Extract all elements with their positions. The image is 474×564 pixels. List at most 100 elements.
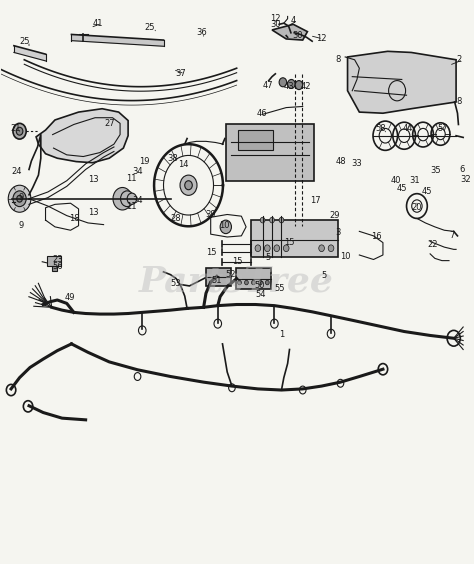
Text: 42: 42 xyxy=(301,82,311,91)
Text: 8: 8 xyxy=(336,55,341,64)
Circle shape xyxy=(328,245,334,252)
Text: 25: 25 xyxy=(19,37,30,46)
Text: 34: 34 xyxy=(132,167,143,175)
Text: 28: 28 xyxy=(171,214,181,223)
Text: 20: 20 xyxy=(411,203,422,212)
Text: 8: 8 xyxy=(456,98,462,107)
Text: 12: 12 xyxy=(316,34,327,43)
Text: 5: 5 xyxy=(265,253,270,262)
Circle shape xyxy=(127,193,137,204)
Polygon shape xyxy=(347,51,456,113)
Text: 57: 57 xyxy=(437,124,448,133)
Text: 36: 36 xyxy=(197,28,207,37)
Polygon shape xyxy=(272,24,308,40)
Text: 15: 15 xyxy=(284,238,294,247)
Text: 14: 14 xyxy=(178,160,188,169)
Text: 16: 16 xyxy=(371,232,382,241)
Circle shape xyxy=(279,217,284,223)
Bar xyxy=(206,268,230,286)
Text: 4: 4 xyxy=(291,16,296,25)
Text: 23: 23 xyxy=(53,255,63,264)
Text: 21: 21 xyxy=(10,124,21,133)
Text: 35: 35 xyxy=(430,166,441,175)
Text: 27: 27 xyxy=(104,119,115,128)
Bar xyxy=(236,268,271,289)
Circle shape xyxy=(120,191,134,206)
Text: 18: 18 xyxy=(69,214,80,223)
Circle shape xyxy=(265,280,269,285)
Text: 13: 13 xyxy=(89,208,99,217)
Circle shape xyxy=(237,280,241,285)
Polygon shape xyxy=(36,109,128,163)
Text: 24: 24 xyxy=(11,167,22,175)
Text: 29: 29 xyxy=(329,211,340,220)
Text: 55: 55 xyxy=(274,284,285,293)
Text: 17: 17 xyxy=(310,196,321,205)
Bar xyxy=(238,130,273,150)
Circle shape xyxy=(264,245,270,252)
Text: 31: 31 xyxy=(410,176,420,185)
Text: 22: 22 xyxy=(427,240,438,249)
Text: 41: 41 xyxy=(93,19,103,28)
Bar xyxy=(47,256,61,266)
Text: 54: 54 xyxy=(255,290,266,299)
Circle shape xyxy=(245,280,248,285)
Text: 12: 12 xyxy=(270,14,280,23)
Text: 48: 48 xyxy=(336,157,346,166)
Text: 11: 11 xyxy=(126,201,136,210)
Text: 2: 2 xyxy=(456,55,461,64)
Text: 53: 53 xyxy=(171,279,181,288)
Text: 1: 1 xyxy=(279,331,284,340)
Text: 19: 19 xyxy=(139,157,149,166)
Circle shape xyxy=(319,245,324,252)
Text: 3: 3 xyxy=(336,228,341,237)
Text: 56: 56 xyxy=(53,262,63,271)
Text: 37: 37 xyxy=(175,69,186,78)
Circle shape xyxy=(17,195,22,202)
Circle shape xyxy=(13,124,26,139)
FancyBboxPatch shape xyxy=(226,125,314,180)
Text: 34: 34 xyxy=(132,196,143,205)
Text: 45: 45 xyxy=(396,183,407,192)
Circle shape xyxy=(13,191,26,206)
Circle shape xyxy=(8,185,31,212)
Text: 45: 45 xyxy=(422,187,433,196)
Bar xyxy=(251,220,338,257)
Text: 38: 38 xyxy=(167,154,178,163)
Circle shape xyxy=(180,175,197,195)
Text: 6: 6 xyxy=(460,165,465,174)
Text: 7: 7 xyxy=(449,231,455,240)
Text: 46: 46 xyxy=(257,109,267,118)
Text: 49: 49 xyxy=(64,293,75,302)
Text: 47: 47 xyxy=(263,81,273,90)
Circle shape xyxy=(252,280,255,285)
Text: 10: 10 xyxy=(219,221,229,230)
Circle shape xyxy=(258,280,262,285)
Text: 11: 11 xyxy=(126,174,136,183)
Text: 15: 15 xyxy=(206,248,217,257)
Circle shape xyxy=(255,245,261,252)
Circle shape xyxy=(288,80,295,89)
Text: 9: 9 xyxy=(18,193,24,202)
Text: 13: 13 xyxy=(89,175,99,184)
Circle shape xyxy=(113,187,132,210)
Text: 15: 15 xyxy=(232,257,242,266)
Circle shape xyxy=(185,180,192,190)
Circle shape xyxy=(283,245,289,252)
Circle shape xyxy=(260,217,265,223)
Text: 9: 9 xyxy=(18,221,24,230)
Text: 51: 51 xyxy=(211,276,222,285)
Circle shape xyxy=(220,220,231,233)
Text: 32: 32 xyxy=(460,174,471,183)
Text: 43: 43 xyxy=(284,82,294,91)
Bar xyxy=(52,266,57,271)
Text: 30: 30 xyxy=(271,20,281,29)
Text: PartsTree: PartsTree xyxy=(139,265,334,299)
Text: 50: 50 xyxy=(254,281,264,290)
Text: 25: 25 xyxy=(145,23,155,32)
Circle shape xyxy=(16,127,23,135)
Text: 33: 33 xyxy=(351,160,362,168)
Text: 44: 44 xyxy=(403,124,413,133)
Text: 10: 10 xyxy=(340,252,351,261)
Circle shape xyxy=(295,81,303,90)
